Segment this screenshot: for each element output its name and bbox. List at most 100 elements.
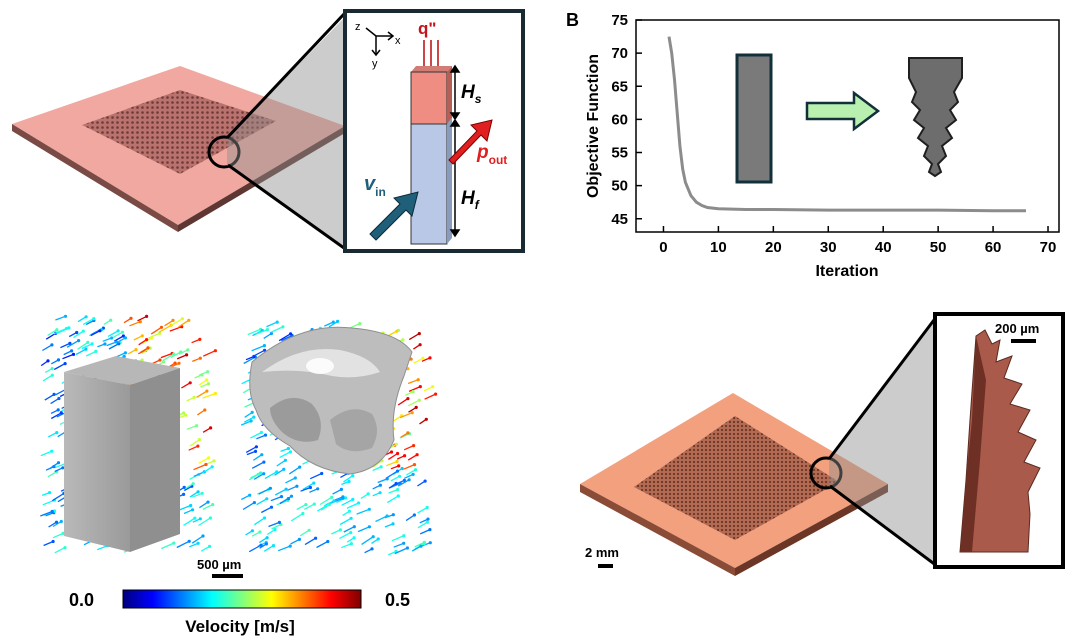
dimension-hs bbox=[449, 64, 461, 121]
velocity-vector-head bbox=[330, 495, 334, 499]
velocity-vector-head bbox=[366, 492, 370, 496]
velocity-vector bbox=[270, 326, 284, 333]
velocity-vector-head bbox=[339, 487, 343, 491]
velocity-vector bbox=[137, 315, 147, 322]
velocity-vector bbox=[341, 498, 354, 506]
velocity-vector-head bbox=[327, 503, 331, 507]
velocity-vector bbox=[162, 353, 175, 362]
velocity-vector-head bbox=[109, 318, 113, 322]
velocity-vector-head bbox=[282, 467, 286, 471]
velocity-vector-head bbox=[249, 419, 253, 423]
velocity-vector bbox=[303, 503, 315, 510]
dimension-hf bbox=[449, 118, 461, 238]
y-axis: 45 50 55 60 65 70 75 bbox=[611, 12, 642, 228]
solid-section bbox=[410, 71, 448, 125]
velocity-vector-head bbox=[200, 491, 204, 495]
unit-cell-inset: z x y q" bbox=[343, 9, 525, 253]
velocity-vector bbox=[386, 495, 399, 504]
scale-bar-200um-label: 200 µm bbox=[995, 321, 1039, 336]
axis-triad bbox=[365, 27, 395, 57]
velocity-vector bbox=[356, 508, 370, 515]
velocity-vector-head bbox=[196, 490, 200, 494]
velocity-vector-head bbox=[402, 534, 406, 538]
scale-bar-2mm-label: 2 mm bbox=[585, 545, 619, 560]
velocity-vector-head bbox=[347, 509, 351, 513]
velocity-vector bbox=[81, 343, 93, 350]
fin-array bbox=[82, 90, 276, 174]
y-tick-label: 45 bbox=[611, 211, 628, 228]
velocity-vector-head bbox=[376, 537, 380, 541]
velocity-vector-head bbox=[182, 485, 186, 489]
copper-plate-side-left bbox=[580, 484, 735, 576]
velocity-vector-head bbox=[59, 411, 63, 415]
velocity-vector-head bbox=[84, 347, 88, 351]
velocity-vector bbox=[399, 412, 413, 419]
velocity-vector-head bbox=[149, 336, 153, 340]
velocity-vector bbox=[277, 545, 291, 552]
velocity-vector-head bbox=[262, 472, 266, 476]
velocity-vector-head bbox=[185, 353, 189, 357]
velocity-vector bbox=[339, 517, 352, 526]
velocity-vector bbox=[397, 398, 409, 406]
velocity-vector-head bbox=[411, 472, 415, 476]
velocity-vector-head bbox=[201, 534, 205, 538]
x-tick-label: 40 bbox=[875, 239, 892, 256]
velocity-vector-head bbox=[418, 385, 422, 389]
velocity-vector bbox=[196, 390, 208, 398]
velocity-vector-head bbox=[77, 339, 81, 343]
velocity-vector bbox=[300, 486, 311, 492]
velocity-vector bbox=[66, 340, 79, 348]
velocity-vector-head bbox=[103, 342, 107, 346]
velocity-vector bbox=[53, 363, 66, 371]
velocity-vector-head bbox=[349, 516, 353, 520]
velocity-vector bbox=[408, 333, 420, 341]
velocity-vector bbox=[304, 537, 316, 546]
x-tick-label: 50 bbox=[930, 239, 947, 256]
velocity-vector-head bbox=[71, 352, 76, 356]
velocity-vector-head bbox=[159, 325, 164, 329]
x-axis: 0 10 20 30 40 50 60 70 bbox=[659, 226, 1056, 256]
velocity-vector-head bbox=[213, 349, 217, 353]
velocity-vector bbox=[394, 547, 408, 555]
velocity-vector-head bbox=[191, 508, 195, 512]
velocity-vector-head bbox=[55, 431, 59, 435]
x-tick-label: 60 bbox=[985, 239, 1002, 256]
velocity-vector-head bbox=[145, 338, 149, 342]
velocity-vector-head bbox=[385, 514, 389, 518]
velocity-vector bbox=[285, 477, 296, 484]
velocity-vector bbox=[51, 492, 65, 502]
colorbar-max: 0.5 bbox=[385, 590, 410, 610]
velocity-vector bbox=[281, 495, 292, 503]
velocity-vector-head bbox=[406, 397, 410, 401]
velocity-vector-head bbox=[396, 451, 400, 456]
velocity-vector-head bbox=[61, 531, 65, 536]
velocity-vector-head bbox=[114, 340, 118, 344]
velocity-vector bbox=[339, 532, 351, 539]
velocity-vector-head bbox=[260, 453, 264, 457]
velocity-vector-head bbox=[407, 478, 411, 482]
velocity-vector-head bbox=[193, 516, 197, 520]
velocity-vector-head bbox=[256, 472, 260, 476]
velocity-vector bbox=[176, 354, 187, 360]
velocity-vector-head bbox=[351, 474, 355, 478]
fabricated-fin-shade bbox=[960, 336, 986, 552]
velocity-vector bbox=[54, 462, 66, 469]
panel-b-label: B bbox=[566, 10, 579, 30]
velocity-vector-head bbox=[410, 411, 414, 415]
velocity-vector-head bbox=[196, 444, 200, 448]
velocity-vector-head bbox=[75, 330, 79, 335]
panel-a-heatsink: z x y q" bbox=[12, 9, 525, 253]
velocity-vector-head bbox=[352, 536, 356, 540]
velocity-vector-head bbox=[320, 471, 324, 476]
velocity-vector bbox=[419, 529, 431, 535]
velocity-vector bbox=[309, 472, 322, 480]
y-axis-label: Objective Function bbox=[585, 54, 602, 198]
velocity-vector-head bbox=[283, 458, 287, 462]
solid-section-side bbox=[447, 66, 452, 124]
velocity-vector-head bbox=[401, 338, 405, 342]
velocity-vector bbox=[253, 473, 265, 480]
velocity-vector-head bbox=[187, 318, 191, 322]
velocity-vector-head bbox=[423, 479, 427, 483]
velocity-vector-head bbox=[117, 342, 121, 346]
velocity-vector bbox=[251, 461, 265, 469]
